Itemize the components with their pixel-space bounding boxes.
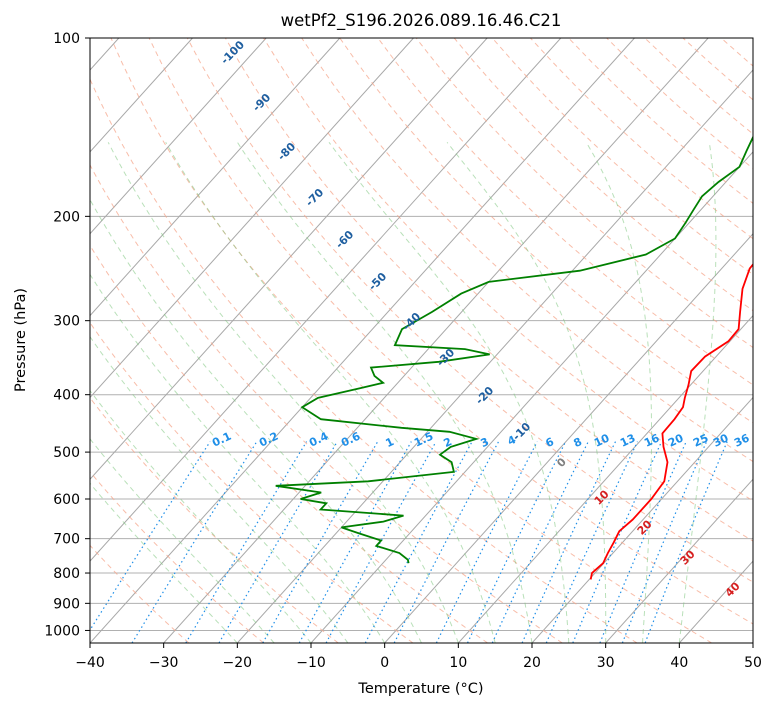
- isotherm-gridline: [90, 38, 341, 317]
- moist-adiabat-line: [678, 142, 717, 643]
- y-tick-label: 800: [53, 566, 80, 582]
- y-tick-label: 300: [53, 314, 80, 330]
- mixing-ratio-label: 16: [642, 431, 662, 449]
- y-tick-label: 400: [53, 388, 80, 404]
- mixing-ratio-line: [262, 441, 379, 643]
- y-tick-label: 500: [53, 445, 80, 461]
- mixing-ratio-line: [218, 441, 338, 643]
- isotherm-gridline: [752, 642, 753, 643]
- isotherm-gridline: [90, 38, 414, 399]
- chart-title: wetPf2_S196.2026.089.16.46.C21: [281, 11, 562, 31]
- isotherm-gridline: [236, 69, 753, 643]
- mixing-ratio-line: [435, 441, 538, 643]
- axes: −40 −30 −20 −10 0 10 20 30 40 50 100 200 300 400 500 60…: [44, 31, 762, 671]
- isotherm-gridline: [163, 38, 709, 643]
- isotherm-gridline: [384, 232, 753, 643]
- moist-adiabat-line: [446, 141, 607, 643]
- mixing-ratio-line: [621, 441, 708, 643]
- isotherm-gridline: [90, 38, 488, 481]
- mixing-ratio-line: [325, 441, 437, 643]
- moist-adiabat-line: [90, 482, 238, 643]
- plot-frame: [89, 37, 754, 644]
- x-tick-label: −10: [296, 655, 326, 671]
- isotherm-gridline: [90, 38, 193, 153]
- x-tick-label: 20: [523, 655, 541, 671]
- x-tick-label: 0: [380, 655, 389, 671]
- y-axis-label: Pressure (hPa): [13, 288, 29, 392]
- dry-adiabat-line: [224, 38, 753, 542]
- moist-adiabat-line: [90, 335, 349, 643]
- mixing-ratio-line: [298, 441, 412, 643]
- x-tick-label: 40: [670, 655, 688, 671]
- dry-adiabat-line: [90, 244, 488, 643]
- y-tick-label: 900: [53, 596, 80, 612]
- mixing-ratio-line: [185, 441, 308, 643]
- dry-adiabat-line: [90, 77, 638, 643]
- series-line-1: [589, 263, 753, 580]
- isotherm-gridline: [90, 38, 267, 235]
- mixing-ratio-label: 30: [711, 431, 731, 449]
- moist-adiabat-line: [165, 142, 496, 643]
- mixing-ratio-line: [466, 441, 567, 643]
- mixing-ratio-line: [644, 441, 728, 643]
- dry-adiabat-line: [415, 38, 753, 349]
- dry-adiabat-line: [377, 38, 753, 386]
- mixing-ratio-label: 25: [691, 431, 710, 449]
- mixing-ratio-line: [393, 441, 500, 643]
- y-tick-label: 200: [53, 209, 80, 225]
- y-tick-label: 100: [53, 31, 80, 47]
- dry-adiabat-line: [110, 38, 712, 643]
- isotherm-gridline: [605, 478, 753, 643]
- data-series: [275, 135, 753, 580]
- x-tick-label: 10: [449, 655, 467, 671]
- dry-adiabat-line: [263, 38, 753, 502]
- x-tick-label: 50: [744, 655, 762, 671]
- moist-adiabat-line: [328, 142, 570, 643]
- dry-adiabat-line: [148, 38, 753, 625]
- dry-adiabat-line: [90, 163, 563, 643]
- x-tick-label: 30: [597, 655, 615, 671]
- moist-adiabat-line: [107, 142, 459, 643]
- x-tick-label: −20: [223, 655, 253, 671]
- mixing-ratio-line: [131, 441, 258, 643]
- plot-background: [90, 38, 753, 643]
- mixing-ratio-label: 10: [592, 431, 612, 449]
- isotherm-gridline: [457, 314, 753, 643]
- dry-adiabat-line: [90, 471, 264, 643]
- dry-adiabat-line: [186, 38, 753, 583]
- mixing-ratio-line: [364, 441, 473, 643]
- isotherm-gridline: [90, 38, 562, 562]
- y-tick-label: 1000: [44, 623, 80, 639]
- series-line-2: [275, 135, 753, 564]
- dry-adiabat-line: [759, 38, 775, 643]
- mixing-ratio-label: 13: [618, 431, 637, 449]
- mixing-ratio-line: [491, 441, 589, 643]
- y-tick-label: 700: [53, 532, 80, 548]
- mixing-ratio-label: 36: [732, 431, 752, 449]
- dry-adiabat-line: [301, 38, 753, 463]
- moist-adiabat-line: [90, 198, 422, 643]
- x-tick-label: −30: [149, 655, 179, 671]
- x-tick-label: −40: [75, 655, 105, 671]
- mixing-ratio-label: 20: [666, 431, 686, 449]
- y-tick-label: 600: [53, 492, 80, 508]
- isotherm-gridline: [531, 396, 753, 643]
- x-axis-label: Temperature (°C): [357, 681, 483, 697]
- moist-adiabat-line: [236, 142, 533, 643]
- dry-adiabat-line: [90, 397, 339, 643]
